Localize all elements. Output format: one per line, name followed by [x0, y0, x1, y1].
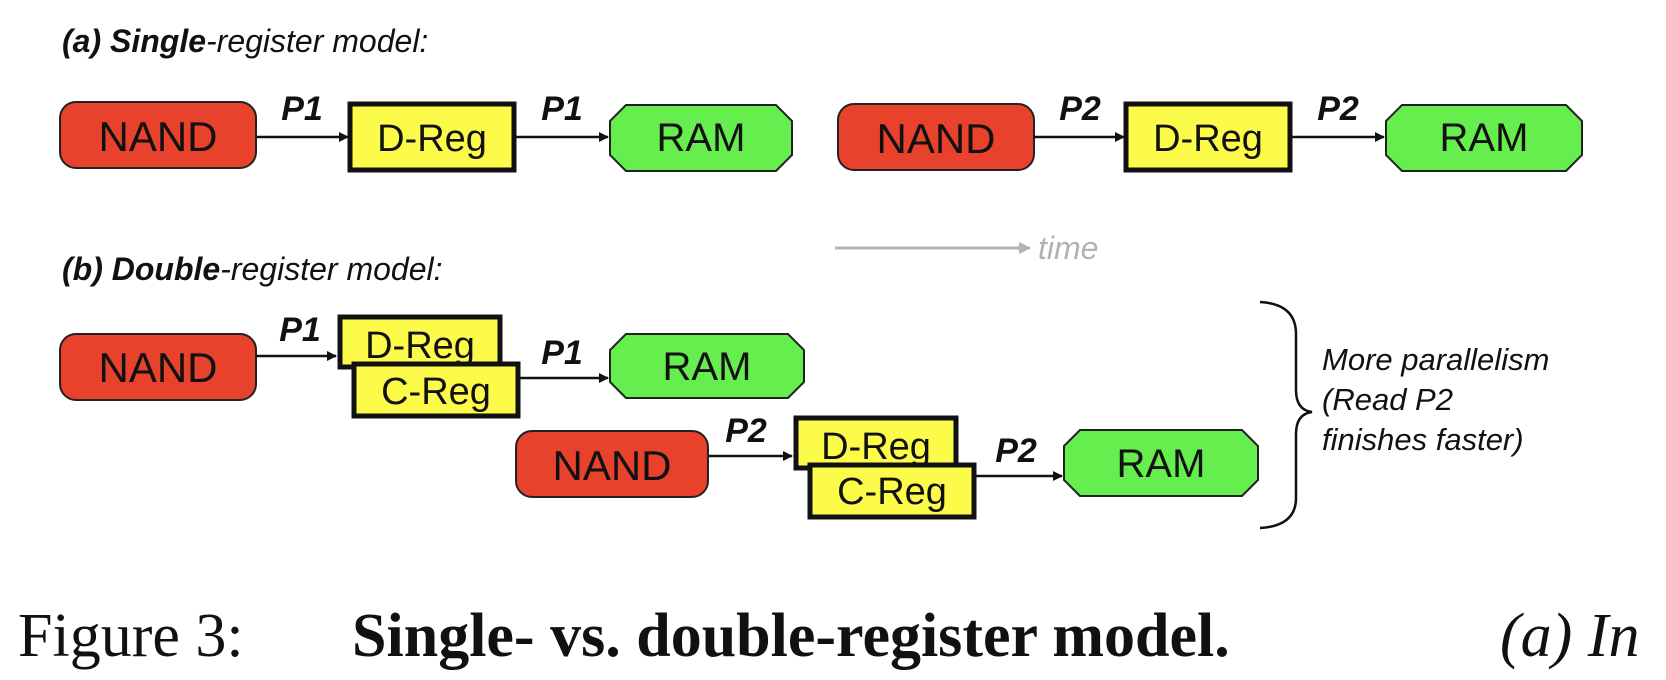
- grouping-brace: [1259, 300, 1313, 530]
- note-line-3: finishes faster): [1322, 422, 1524, 457]
- ram-label: RAM: [1117, 442, 1206, 486]
- single-p1-ram: RAM: [609, 104, 793, 172]
- nand-label: NAND: [876, 115, 995, 162]
- double-p1-creg: C-Reg: [351, 361, 521, 419]
- dreg-label: D-Reg: [1153, 118, 1263, 160]
- caption-title: Single- vs. double-register model.: [352, 602, 1230, 670]
- single-p2-dreg: D-Reg: [1123, 101, 1293, 173]
- dreg-label: D-Reg: [377, 118, 487, 160]
- ram-label: RAM: [657, 116, 746, 160]
- single-p2-nand: NAND: [837, 103, 1035, 171]
- single-p2-label-1: P2: [1059, 90, 1101, 128]
- single-p2-label-2: P2: [1317, 90, 1359, 128]
- dreg-label: D-Reg: [365, 325, 475, 367]
- single-p1-dreg: D-Reg: [347, 101, 517, 173]
- single-p1-label-2: P1: [541, 90, 583, 128]
- section-b-heading: (b) Double-register model:: [62, 251, 442, 287]
- caption-trailing: (a) In: [1500, 602, 1639, 670]
- double-p1-ram: RAM: [609, 333, 805, 399]
- note-line-2: (Read P2: [1322, 382, 1453, 417]
- single-p2-ram: RAM: [1385, 104, 1583, 172]
- creg-label: C-Reg: [381, 371, 491, 413]
- double-p2-nand: NAND: [515, 430, 709, 498]
- section-a-heading: (a) Single-register model:: [62, 23, 428, 59]
- nand-label: NAND: [552, 442, 671, 489]
- time-label: time: [1038, 230, 1098, 266]
- single-p1-nand: NAND: [59, 101, 257, 169]
- dreg-label: D-Reg: [821, 426, 931, 468]
- double-p2-creg: C-Reg: [807, 462, 977, 520]
- double-p2-label-2: P2: [995, 432, 1037, 470]
- nand-label: NAND: [98, 113, 217, 160]
- caption-figure-number: Figure 3:: [18, 602, 244, 670]
- single-p1-label-1: P1: [281, 90, 323, 128]
- double-p1-nand: NAND: [59, 333, 257, 401]
- double-p1-dreg: D-Reg: [337, 314, 503, 370]
- note-line-1: More parallelism: [1322, 342, 1549, 377]
- ram-label: RAM: [663, 345, 752, 389]
- creg-label: C-Reg: [837, 471, 947, 513]
- double-p2-ram: RAM: [1063, 429, 1259, 497]
- double-p2-label-1: P2: [725, 412, 767, 450]
- ram-label: RAM: [1440, 116, 1529, 160]
- double-p1-label-2: P1: [541, 334, 583, 372]
- double-p2-dreg: D-Reg: [793, 415, 959, 471]
- nand-label: NAND: [98, 344, 217, 391]
- double-p1-label-1: P1: [279, 311, 321, 349]
